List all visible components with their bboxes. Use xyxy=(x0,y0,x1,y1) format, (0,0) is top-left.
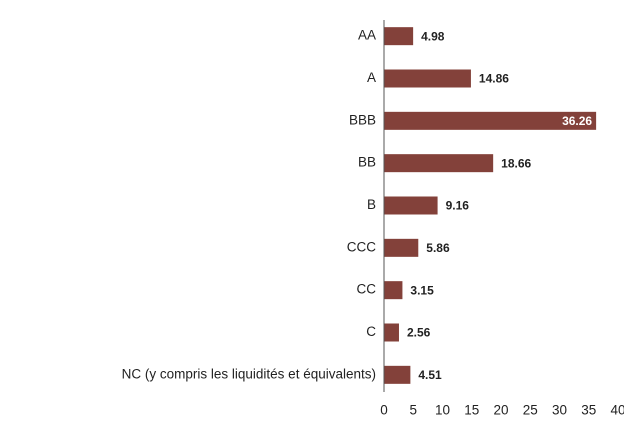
x-tick-label: 30 xyxy=(552,403,567,418)
x-tick-label: 40 xyxy=(610,403,624,418)
y-tick-label: A xyxy=(367,70,376,85)
y-tick-label: AA xyxy=(358,28,376,43)
y-tick-label: NC (y compris les liquidités et équivale… xyxy=(122,366,376,381)
x-tick-label: 5 xyxy=(409,403,417,418)
x-tick-label: 15 xyxy=(464,403,479,418)
bar xyxy=(384,69,471,88)
bar xyxy=(384,154,494,173)
value-label: 4.98 xyxy=(421,29,445,43)
y-tick-label: B xyxy=(367,197,376,212)
bar xyxy=(384,111,597,130)
y-tick-label: CCC xyxy=(347,239,376,254)
bar xyxy=(384,196,438,215)
bar xyxy=(384,281,403,300)
value-label: 2.56 xyxy=(407,326,431,340)
value-label: 4.51 xyxy=(418,368,442,382)
x-tick-label: 10 xyxy=(435,403,450,418)
bar xyxy=(384,238,419,257)
value-label: 18.66 xyxy=(501,156,531,170)
value-label: 36.26 xyxy=(562,114,592,128)
x-tick-label: 0 xyxy=(380,403,388,418)
bar xyxy=(384,323,399,342)
y-tick-label: BBB xyxy=(349,112,376,127)
value-label: 9.16 xyxy=(446,199,470,213)
bar xyxy=(384,365,411,384)
x-tick-label: 20 xyxy=(493,403,508,418)
y-tick-label: C xyxy=(366,324,376,339)
bar xyxy=(384,27,414,46)
value-label: 5.86 xyxy=(426,241,450,255)
value-label: 14.86 xyxy=(479,72,509,86)
x-tick-label: 25 xyxy=(523,403,538,418)
x-tick-label: 35 xyxy=(581,403,596,418)
y-tick-label: BB xyxy=(358,155,376,170)
value-label: 3.15 xyxy=(410,283,434,297)
y-tick-label: CC xyxy=(357,282,377,297)
